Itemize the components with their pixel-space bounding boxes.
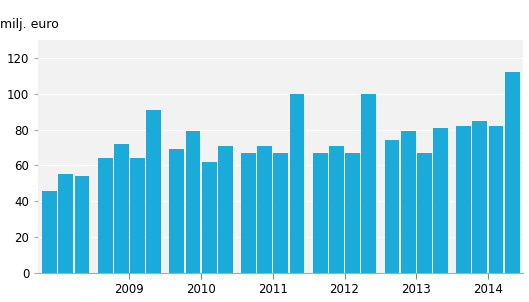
Bar xyxy=(289,94,305,273)
Bar xyxy=(42,191,57,273)
Bar xyxy=(98,158,113,273)
Bar xyxy=(169,149,184,273)
Bar xyxy=(130,158,145,273)
Bar xyxy=(345,153,360,273)
Bar xyxy=(241,153,256,273)
Bar xyxy=(114,144,129,273)
Bar xyxy=(186,131,200,273)
Bar xyxy=(75,176,89,273)
Bar xyxy=(433,128,448,273)
Bar xyxy=(472,120,487,273)
Bar xyxy=(489,126,504,273)
Bar xyxy=(329,146,344,273)
Bar xyxy=(273,153,288,273)
Bar xyxy=(385,140,399,273)
Bar xyxy=(361,94,376,273)
Bar xyxy=(146,110,161,273)
Bar xyxy=(505,72,519,273)
Bar xyxy=(417,153,432,273)
Bar xyxy=(313,153,327,273)
Bar xyxy=(400,131,416,273)
Bar xyxy=(257,146,272,273)
Bar xyxy=(218,146,233,273)
Text: milj. euro: milj. euro xyxy=(0,18,58,31)
Bar xyxy=(202,162,217,273)
Bar xyxy=(456,126,471,273)
Bar xyxy=(58,175,73,273)
